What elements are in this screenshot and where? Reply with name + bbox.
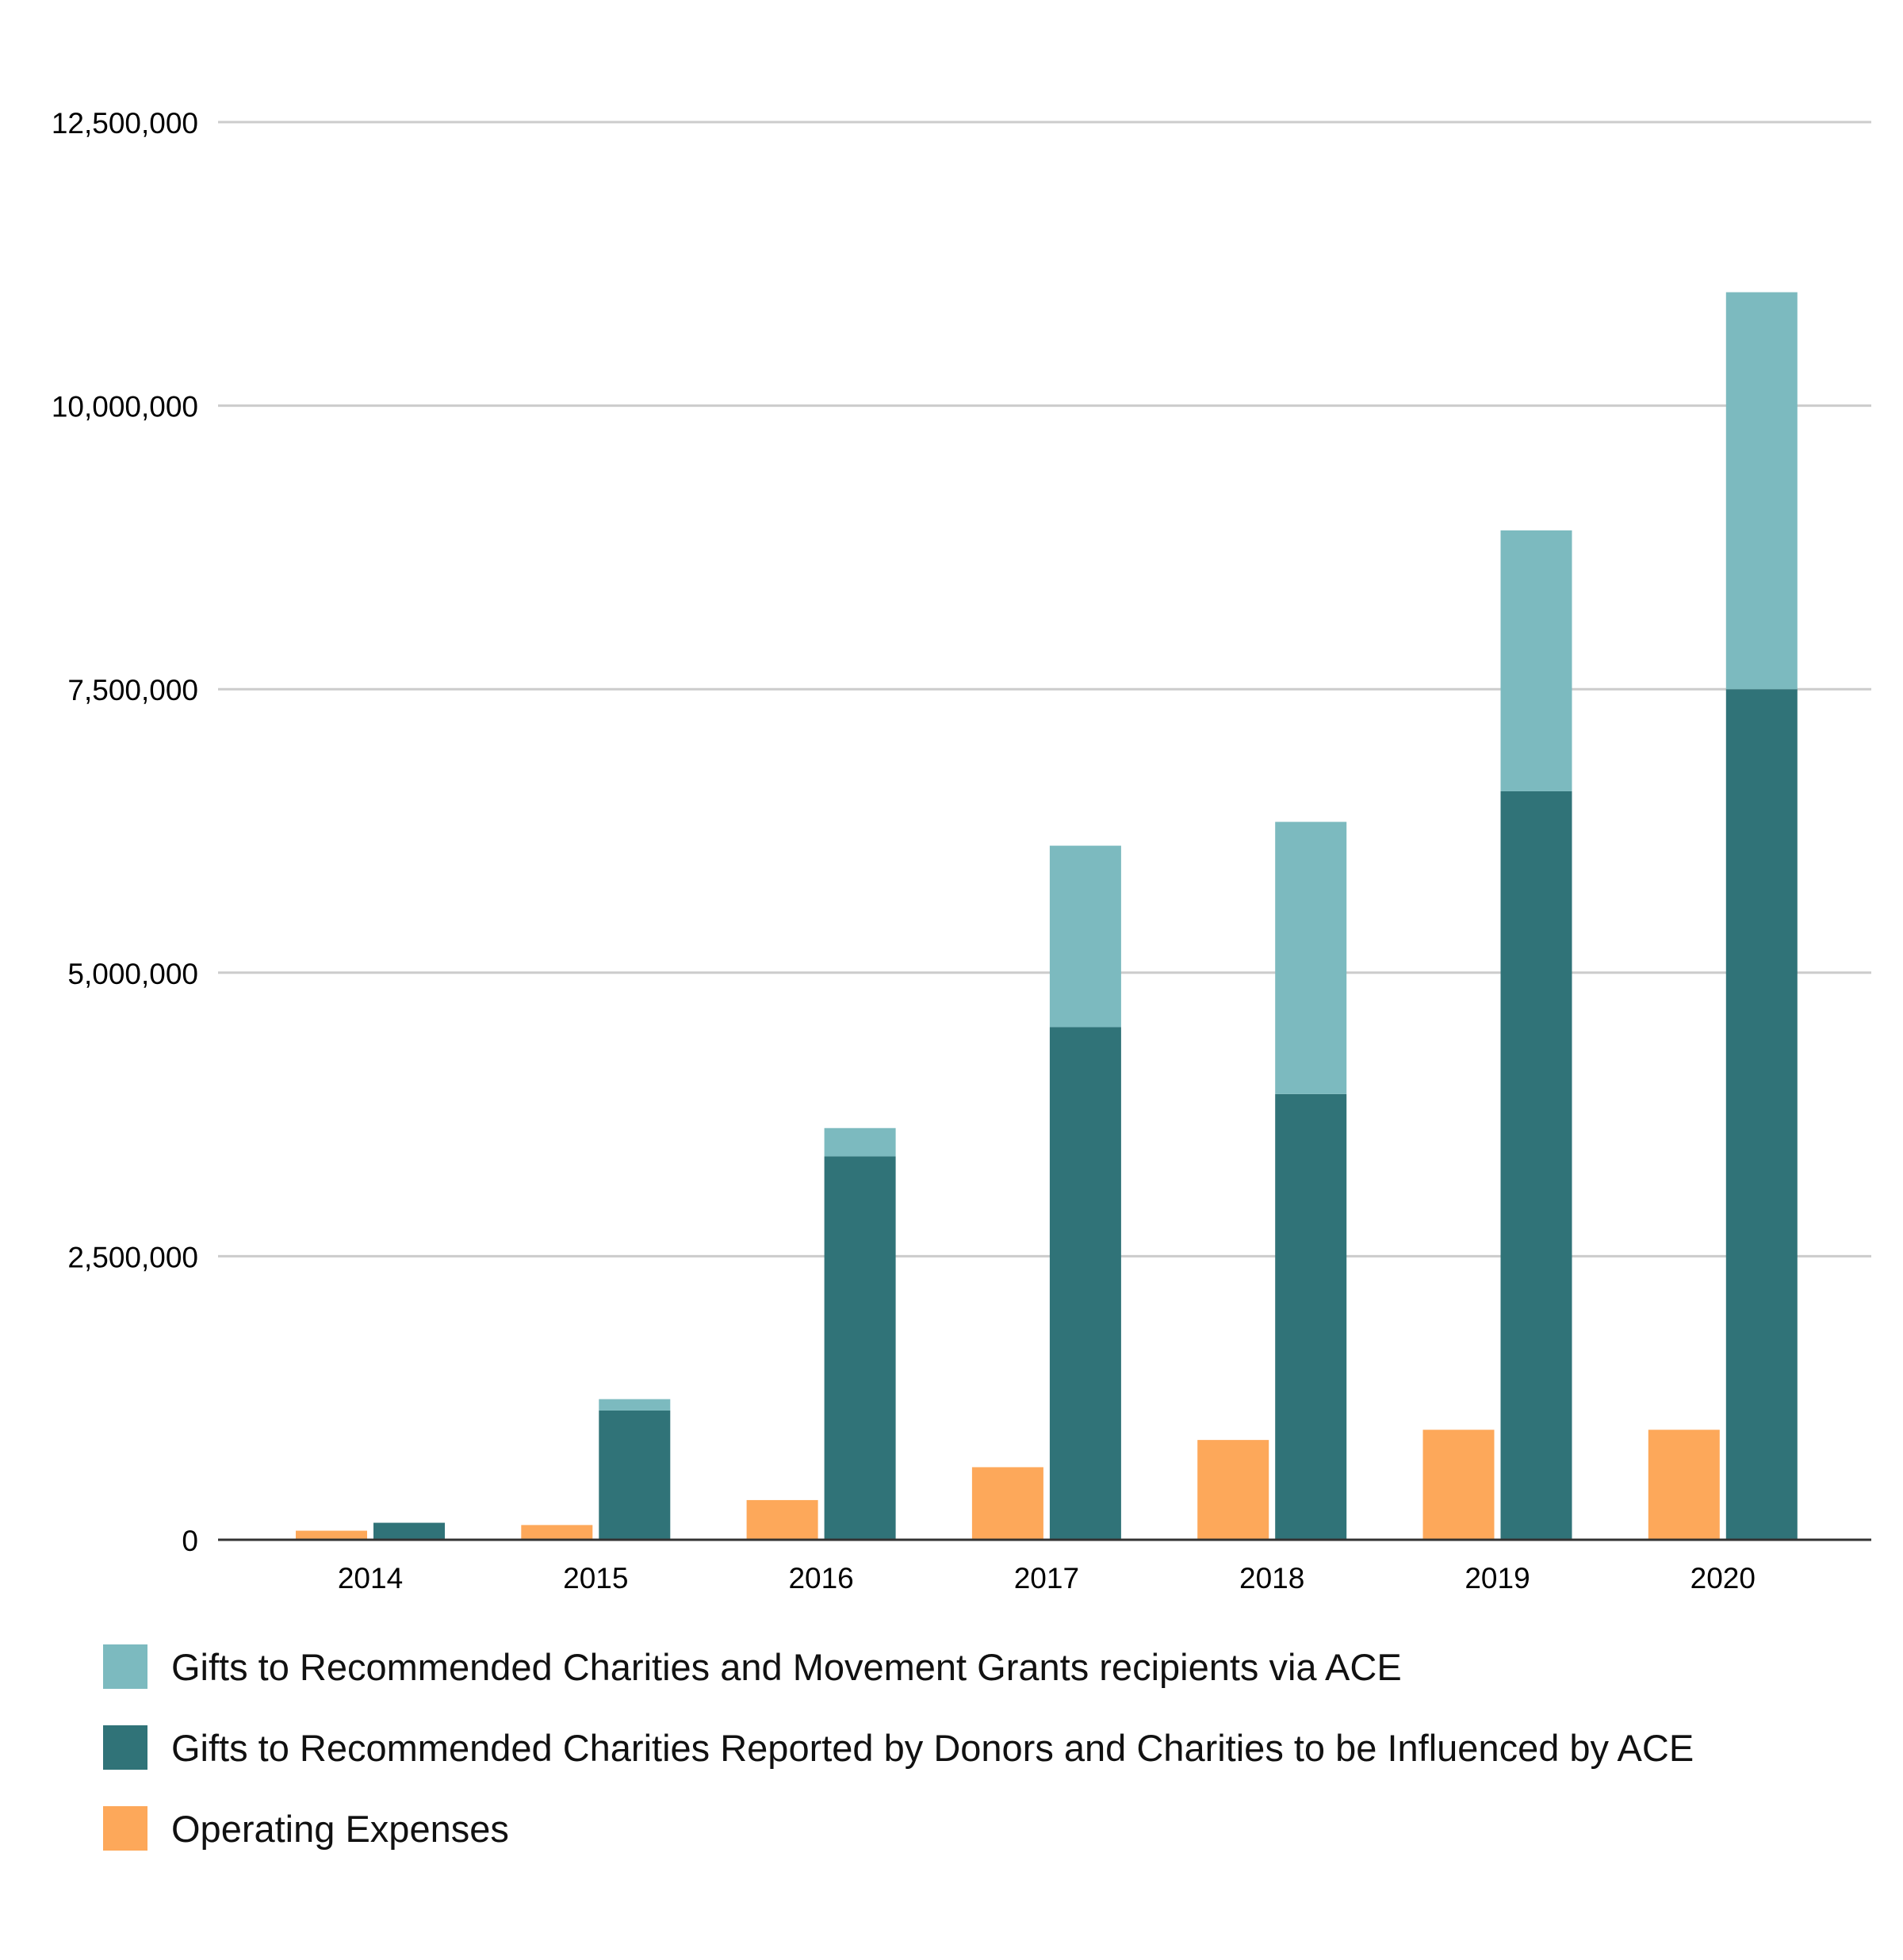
x-tick-label: 2017 (1014, 1562, 1079, 1594)
bar-gifts-via-ace-2017 (1049, 845, 1121, 1028)
x-tick-label: 2016 (788, 1562, 853, 1594)
y-tick-label: 0 (182, 1525, 198, 1557)
bar-gifts-via-ace-2019 (1500, 530, 1572, 791)
bar-gifts-influenced-2017 (1049, 1027, 1121, 1540)
x-tick-label: 2015 (563, 1562, 628, 1594)
legend-swatch (103, 1806, 147, 1851)
bar-gifts-influenced-2014 (373, 1522, 445, 1540)
bar-gifts-influenced-2020 (1725, 689, 1798, 1541)
grid-lines (218, 121, 1871, 1258)
bar-gifts-via-ace-2018 (1275, 821, 1347, 1094)
bar-gifts-via-ace-2020 (1725, 292, 1798, 690)
legend-label: Gifts to Recommended Charities Reported … (171, 1726, 1694, 1769)
legend-label: Gifts to Recommended Charities and Movem… (171, 1645, 1402, 1688)
y-axis-tick-labels: 0 2,500,000 5,000,000 7,500,000 10,000,000 12… (52, 107, 198, 1557)
bar-gifts-via-ace-2016 (824, 1127, 896, 1157)
bar-gifts-influenced-2015 (599, 1410, 671, 1540)
x-tick-label: 2014 (338, 1562, 403, 1594)
legend: Gifts to Recommended Charities and Movem… (103, 1644, 1694, 1888)
x-tick-label: 2019 (1465, 1562, 1530, 1594)
x-axis-tick-labels: 2014 2015 2016 2017 2018 2019 2020 (338, 1562, 1756, 1594)
legend-item: Gifts to Recommended Charities Reported … (103, 1725, 1694, 1770)
legend-item: Operating Expenses (103, 1806, 1694, 1851)
bar-operating-expenses-2015 (521, 1525, 593, 1540)
y-tick-label: 2,500,000 (67, 1241, 198, 1273)
bar-gifts-influenced-2016 (824, 1156, 896, 1540)
x-tick-label: 2020 (1690, 1562, 1756, 1594)
legend-swatch (103, 1644, 147, 1689)
x-tick-label: 2018 (1239, 1562, 1304, 1594)
bar-operating-expenses-2018 (1197, 1440, 1269, 1540)
legend-item: Gifts to Recommended Charities and Movem… (103, 1644, 1694, 1689)
bar-gifts-influenced-2018 (1275, 1093, 1347, 1540)
legend-label: Operating Expenses (171, 1807, 509, 1850)
bar-operating-expenses-2020 (1648, 1430, 1720, 1540)
y-tick-label: 10,000,000 (52, 391, 198, 423)
legend-swatch (103, 1725, 147, 1770)
y-tick-label: 5,000,000 (67, 958, 198, 990)
y-tick-label: 7,500,000 (67, 674, 198, 706)
bars (296, 292, 1798, 1541)
bar-operating-expenses-2017 (971, 1467, 1043, 1540)
bar-operating-expenses-2019 (1422, 1430, 1495, 1540)
bar-operating-expenses-2014 (296, 1530, 367, 1540)
bar-gifts-via-ace-2015 (599, 1399, 671, 1411)
bar-gifts-influenced-2019 (1500, 791, 1572, 1540)
bar-operating-expenses-2016 (746, 1499, 818, 1540)
y-tick-label: 12,500,000 (52, 107, 198, 140)
